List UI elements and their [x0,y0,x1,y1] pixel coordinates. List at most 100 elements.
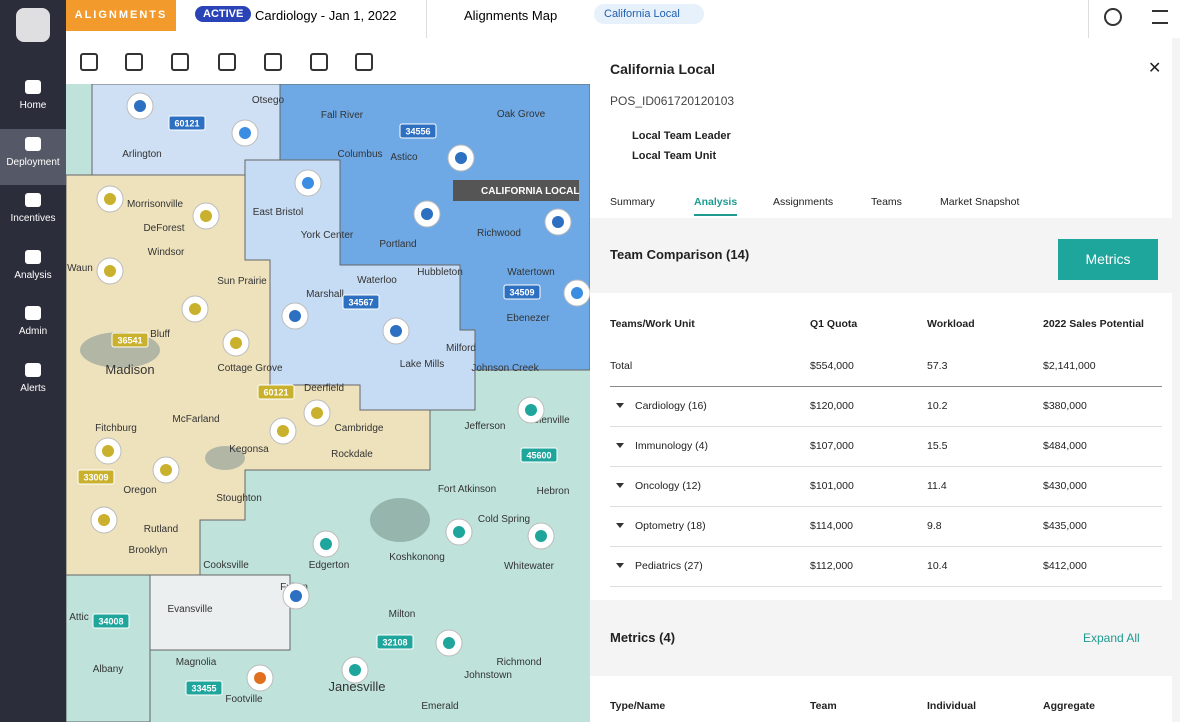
nav-item[interactable]: Analysis [0,242,66,298]
tab[interactable]: Assignments [773,196,834,208]
leader: Local Team Leader [632,130,731,142]
tool-icon[interactable] [80,53,98,71]
tool-icon[interactable] [171,53,189,71]
cell: $2,141,000 [1043,360,1096,372]
tool-icon[interactable] [355,53,373,71]
code-badge [257,384,295,400]
table-row[interactable]: Oncology (12) $101,000 11.4 $430,000 [610,466,1162,507]
cell: 10.2 [927,400,948,412]
place-label: Cambridge [335,423,384,434]
place-label: Cottage Grove [217,363,282,374]
tab[interactable]: Market Snapshot [940,196,1020,208]
filter-chip[interactable]: California Local [594,4,704,24]
close[interactable]: ✕ [1148,60,1162,77]
tool-icon[interactable] [264,53,282,71]
column-header[interactable]: 2022 Sales Potential [1043,318,1144,330]
metrics-header: Team [810,700,837,712]
place-label: McFarland [172,414,219,425]
marker-icon [349,664,361,676]
cell: $101,000 [810,480,854,492]
territory-code: 34008 [98,617,123,627]
tool-icon[interactable] [125,53,143,71]
metrics-header: Individual [927,700,977,712]
nav-item[interactable]: Incentives [0,185,66,241]
detail-panel: California Local ✕ POS_ID061720120103 Lo… [590,38,1180,722]
place-label: Magnolia [176,657,217,668]
callout: CALIFORNIA LOCAL [481,186,580,197]
table-row: Total $554,000 57.3 $2,141,000 [610,346,1162,387]
place-label: Richwood [477,228,521,239]
territory-code: 36541 [117,336,142,346]
nav-icon [25,249,41,264]
nav-item[interactable]: Alerts [0,355,66,411]
place-label: Edgerton [309,560,350,571]
marker-icon [390,325,402,337]
marker-icon [311,407,323,419]
place-label: Rutland [144,524,178,535]
cell: $484,000 [1043,440,1087,452]
tool-icon[interactable] [218,53,236,71]
divider [426,0,427,38]
column-header[interactable]: Q1 Quota [810,318,858,330]
caret [616,563,624,572]
cell: $120,000 [810,400,854,412]
header: ALIGNMENTS ACTIVE Cardiology - Jan 1, 20… [66,0,1180,39]
marker-icon [254,672,266,684]
territory-code: 60121 [263,388,288,398]
filter-icon[interactable] [1152,10,1168,24]
column-header[interactable]: Teams/Work Unit [610,318,695,330]
metrics-button[interactable]: Metrics [1058,239,1158,280]
cell: Cardiology (16) [635,400,707,412]
section-title: Team Comparison (14) [610,247,750,262]
territory-code: 32108 [382,638,407,648]
place-label: Madison [105,362,154,377]
column-header[interactable]: Workload [927,318,975,330]
place-label: Evansville [167,604,212,615]
nav-label: Analysis [14,269,52,281]
cell: $412,000 [1043,560,1087,572]
place-label: Fall River [321,110,364,121]
table-row[interactable]: Cardiology (16) $120,000 10.2 $380,000 [610,386,1162,427]
table-row[interactable]: Optometry (18) $114,000 9.8 $435,000 [610,506,1162,547]
code-badge [92,613,130,629]
caret [616,523,624,532]
place-label: DeForest [143,223,184,234]
marker-icon [525,404,537,416]
nav-item[interactable]: Home [0,72,66,128]
cell: 9.8 [927,520,942,532]
tab[interactable]: Summary [610,196,655,208]
search-icon[interactable] [1104,8,1122,26]
place-label: Helenville [526,415,570,426]
table-row[interactable]: Pediatrics (27) $112,000 10.4 $412,000 [610,546,1162,587]
lake [205,446,245,470]
code-badge [111,332,149,348]
brand: ALIGNMENTS [66,0,176,31]
marker-icon [277,425,289,437]
cell: $430,000 [1043,480,1087,492]
place-label: Albany [93,664,124,675]
place-label: Emerald [421,701,458,712]
place-label: Waun [67,263,93,274]
nav-item[interactable]: Admin [0,298,66,354]
context[interactable]: Cardiology - Jan 1, 2022 [255,8,397,23]
nav-item[interactable]: Deployment [0,128,66,185]
tool-icon[interactable] [310,53,328,71]
caret [616,443,624,452]
tab[interactable]: Analysis [694,196,738,216]
panel-title: California Local [610,61,716,77]
caret [616,403,624,412]
place-label: Astico [390,152,418,163]
map-toolbar [66,38,590,84]
nav-icon [25,80,41,94]
marker-icon [320,538,332,550]
region [66,574,151,722]
table-row[interactable]: Immunology (4) $107,000 15.5 $484,000 [610,426,1162,467]
territory-code: 45600 [526,451,551,461]
view-select[interactable]: Alignments Map [464,8,558,23]
marker-icon [134,100,146,112]
place-label: Hebron [537,486,570,497]
tab[interactable]: Teams [871,196,902,208]
marker-icon [239,127,251,139]
metrics-header: Aggregate [1043,700,1095,712]
expand-all[interactable]: Expand All [1083,631,1140,645]
